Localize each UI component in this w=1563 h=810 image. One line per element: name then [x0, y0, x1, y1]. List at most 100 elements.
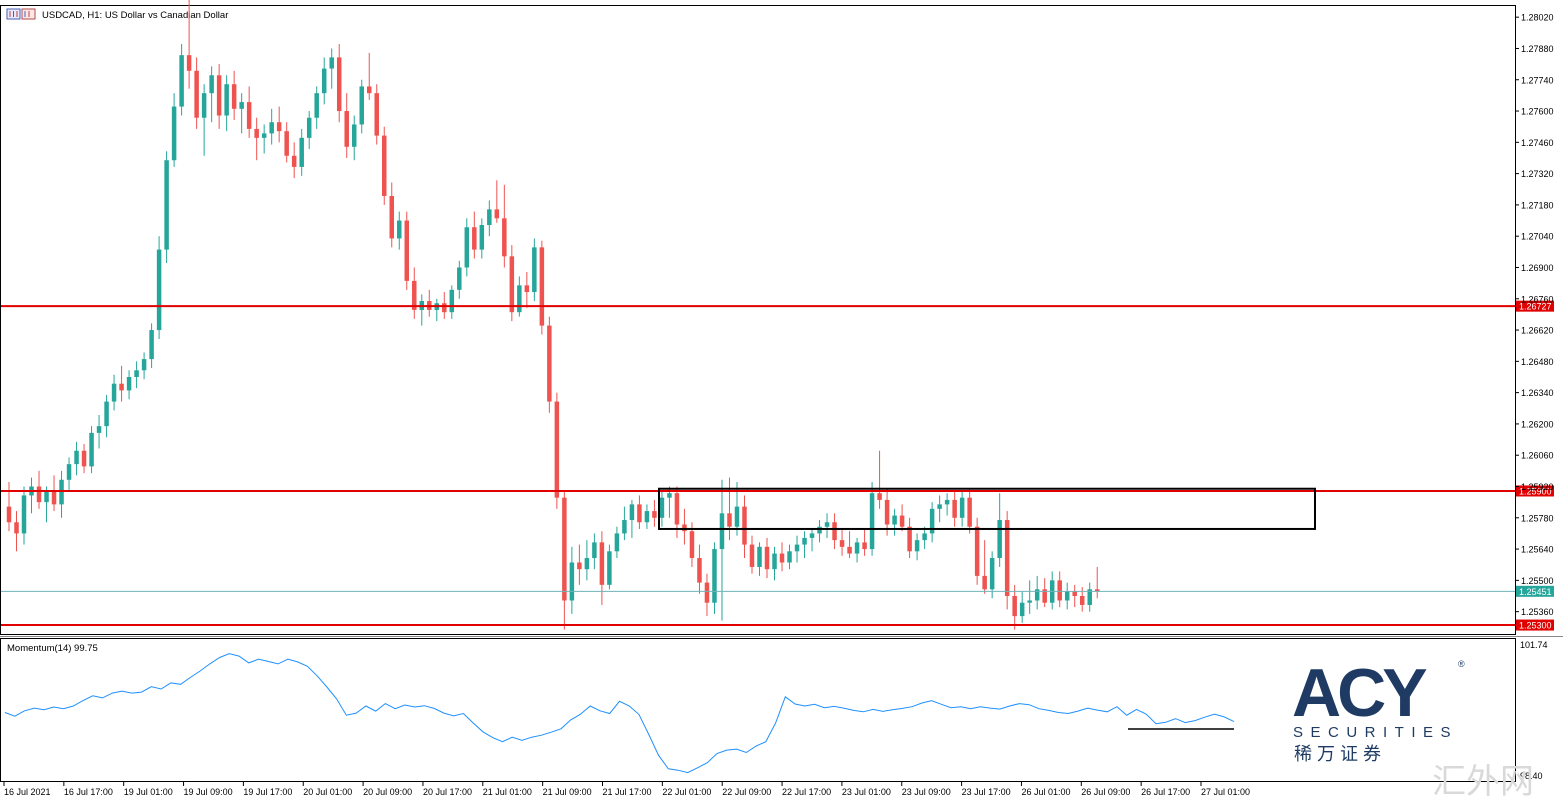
- candle-body: [644, 511, 650, 523]
- candle: [216, 64, 222, 129]
- level-label-bg: [1516, 619, 1554, 631]
- price-tick-label: 1.27600: [1521, 107, 1554, 117]
- candle: [404, 211, 410, 290]
- candle-body: [929, 508, 935, 534]
- candle: [809, 528, 815, 552]
- candle-body: [1019, 602, 1025, 617]
- candle-body: [397, 220, 402, 239]
- candle-body: [336, 57, 342, 112]
- candle-body: [44, 490, 49, 503]
- candle: [231, 70, 237, 120]
- candle-body: [1079, 596, 1085, 605]
- candle-body: [539, 247, 545, 326]
- candle: [74, 441, 79, 476]
- level-label-bg: [1516, 485, 1554, 497]
- price-tick-label: 1.28020: [1521, 13, 1554, 23]
- candle-body: [847, 546, 852, 554]
- candle-body: [374, 93, 379, 136]
- candle: [929, 502, 935, 543]
- candle: [832, 513, 837, 550]
- candle-body: [231, 84, 237, 109]
- candle: [261, 124, 267, 154]
- time-tick-label: 19 Jul 01:00: [124, 787, 173, 797]
- candle: [329, 48, 334, 89]
- candle: [269, 108, 274, 145]
- candle-body: [239, 102, 244, 109]
- candle: [787, 544, 792, 570]
- candle-body: [291, 155, 297, 167]
- candle-body: [412, 280, 417, 310]
- candle-body: [629, 504, 635, 521]
- candle-body: [494, 209, 500, 219]
- candle-body: [261, 133, 267, 138]
- time-tick-label: 23 Jul 09:00: [902, 787, 951, 797]
- time-axis: 16 Jul 2021 16 Jul 17:00 19 Jul 01:00 19 Ju…: [3, 782, 1250, 797]
- price-tick-label: 1.26760: [1521, 294, 1554, 304]
- candle-body: [21, 495, 27, 534]
- candle-body: [944, 499, 950, 505]
- time-tick-label: 20 Jul 17:00: [423, 787, 472, 797]
- candle: [989, 551, 995, 599]
- candle: [599, 531, 605, 605]
- candle: [869, 482, 875, 556]
- price-tick-label: 1.25500: [1521, 576, 1554, 586]
- candle-body: [359, 86, 364, 125]
- time-tick-label: 19 Jul 09:00: [184, 787, 233, 797]
- candle-body: [892, 515, 897, 525]
- current-price-label-bg: [1516, 585, 1554, 597]
- candle-body: [449, 289, 455, 313]
- candle-body: [442, 303, 447, 313]
- price-tick-label: 1.26480: [1521, 357, 1554, 367]
- candle-body: [997, 520, 1002, 559]
- candle: [44, 486, 49, 523]
- candle: [712, 542, 717, 614]
- candle-body: [1057, 580, 1062, 601]
- candle: [749, 535, 755, 574]
- time-tick-label: 23 Jul 01:00: [842, 787, 891, 797]
- candle-body: [36, 486, 42, 503]
- chart-window-icon[interactable]: [6, 8, 36, 20]
- candle: [779, 542, 785, 572]
- candle: [314, 86, 319, 129]
- candle-body: [554, 401, 560, 498]
- candle: [36, 470, 42, 509]
- candle: [186, 0, 192, 89]
- candle: [284, 122, 289, 163]
- momentum-scale-bottom: 98.40: [1520, 771, 1543, 781]
- candle-body: [712, 549, 717, 603]
- candle-body: [1034, 589, 1040, 601]
- time-tick-label: 16 Jul 2021: [4, 787, 51, 797]
- candle-body: [952, 499, 957, 518]
- candle-body: [607, 551, 612, 585]
- price-tick-label: 1.25640: [1521, 545, 1554, 555]
- candle: [697, 544, 702, 594]
- candle-body: [246, 102, 252, 129]
- price-tick-label: 1.26200: [1521, 419, 1554, 429]
- candle-body: [201, 93, 207, 118]
- candle: [509, 245, 515, 322]
- candle: [682, 508, 687, 545]
- momentum-line: [4, 653, 1235, 774]
- candle: [824, 513, 830, 538]
- candle: [862, 528, 867, 556]
- candle: [1019, 591, 1025, 623]
- candle: [652, 499, 657, 527]
- candle-body: [974, 526, 980, 576]
- candle-body: [517, 285, 522, 313]
- candle-body: [682, 524, 687, 532]
- candle: [937, 495, 942, 523]
- time-tick-label: 21 Jul 17:00: [603, 787, 652, 797]
- candle-body: [832, 522, 837, 541]
- consolidation-range-box[interactable]: [658, 487, 1316, 530]
- candle: [982, 540, 987, 594]
- acy-logo: ACY ® SECURITIES 稀 万 证 券: [1292, 655, 1465, 764]
- candle-body: [472, 227, 477, 250]
- candle: [59, 470, 64, 518]
- candle-body: [1027, 600, 1032, 603]
- candle: [21, 486, 27, 545]
- candle-body: [599, 542, 605, 585]
- candle-body: [674, 493, 680, 525]
- candle-body: [306, 117, 312, 138]
- candle: [351, 115, 357, 161]
- candle: [119, 365, 124, 402]
